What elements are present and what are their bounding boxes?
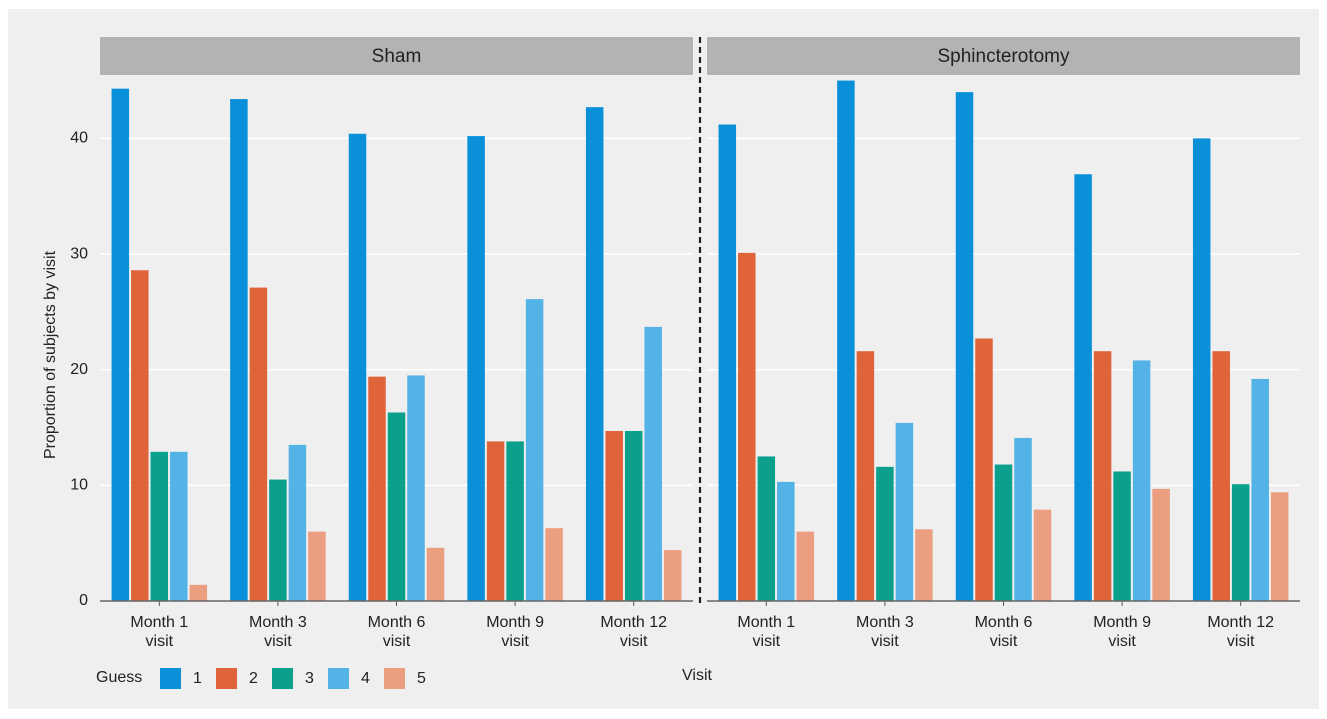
bar bbox=[895, 422, 914, 601]
y-tick-label: 10 bbox=[70, 477, 88, 494]
panel-strip bbox=[707, 37, 1300, 75]
panel-title: Sham bbox=[372, 46, 422, 67]
bar bbox=[955, 92, 974, 601]
legend-label: 4 bbox=[361, 670, 370, 687]
y-axis-title: Proportion of subjects by visit bbox=[42, 250, 59, 459]
y-tick-label: 20 bbox=[70, 361, 88, 378]
x-tick-label: Month 1 visit bbox=[130, 614, 188, 650]
bar bbox=[1113, 471, 1131, 601]
x-tick-label: Month 12 visit bbox=[600, 614, 667, 650]
bar bbox=[975, 338, 993, 601]
bar bbox=[856, 351, 875, 601]
panel-strip bbox=[100, 37, 693, 75]
bars bbox=[111, 80, 1289, 602]
bar bbox=[585, 107, 604, 601]
bar bbox=[525, 299, 544, 601]
bar bbox=[111, 88, 130, 601]
legend-swatch bbox=[160, 668, 181, 689]
x-axis-title: Visit bbox=[682, 667, 712, 684]
y-tick-label: 30 bbox=[70, 245, 88, 262]
bar bbox=[777, 481, 795, 601]
bar bbox=[605, 430, 623, 601]
bar bbox=[876, 466, 894, 601]
tick-labels: Month 1 visit Month 3 visit Month 6 visit Mont… bbox=[70, 130, 1274, 650]
panel-title: Sphincterotomy bbox=[937, 46, 1070, 67]
x-tick-label: Month 3 visit bbox=[249, 614, 307, 650]
bar bbox=[230, 99, 248, 601]
y-tick-label: 0 bbox=[79, 592, 88, 609]
bar bbox=[368, 376, 386, 601]
x-tick-label: Month 3 visit bbox=[856, 614, 914, 650]
legend-title: Guess bbox=[96, 669, 142, 686]
bar bbox=[426, 547, 445, 601]
bar bbox=[796, 531, 815, 601]
bar bbox=[1074, 174, 1092, 602]
x-tick-label: Month 1 visit bbox=[737, 614, 795, 650]
bar bbox=[170, 451, 188, 601]
legend: Guess 1 2 3 4 5 bbox=[96, 668, 426, 689]
legend-entries: 1 2 3 4 5 bbox=[160, 668, 426, 689]
bar bbox=[757, 456, 776, 601]
bar bbox=[467, 136, 485, 602]
bar bbox=[1033, 509, 1052, 601]
legend-swatch bbox=[216, 668, 237, 689]
bar bbox=[1192, 138, 1211, 602]
x-tick-label: Month 6 visit bbox=[975, 614, 1033, 650]
bar bbox=[506, 441, 524, 601]
y-tick-label: 40 bbox=[70, 130, 88, 147]
legend-swatch bbox=[384, 668, 405, 689]
bar bbox=[249, 287, 268, 601]
legend-swatch bbox=[272, 668, 293, 689]
bar bbox=[1231, 484, 1250, 601]
bar bbox=[189, 584, 208, 601]
bar bbox=[131, 270, 149, 601]
bar bbox=[486, 441, 505, 601]
x-tick-label: Month 9 visit bbox=[1093, 614, 1151, 650]
bar bbox=[545, 528, 563, 601]
x-tick-label: Month 6 visit bbox=[368, 614, 426, 650]
axes bbox=[100, 37, 1300, 606]
bar bbox=[150, 451, 169, 601]
bar bbox=[387, 412, 406, 601]
legend-label: 3 bbox=[305, 670, 314, 687]
bar bbox=[624, 430, 643, 601]
bar bbox=[1093, 351, 1112, 601]
bar bbox=[718, 124, 737, 601]
bar bbox=[1132, 360, 1151, 601]
bar bbox=[1270, 492, 1289, 601]
x-tick-label: Month 9 visit bbox=[486, 614, 544, 650]
bar bbox=[288, 444, 307, 601]
bar bbox=[1251, 378, 1269, 601]
bar bbox=[308, 531, 326, 601]
legend-label: 2 bbox=[249, 670, 258, 687]
bar bbox=[837, 80, 855, 602]
legend-swatch bbox=[328, 668, 349, 689]
bar bbox=[348, 133, 367, 602]
bar bbox=[738, 252, 756, 601]
bar bbox=[644, 326, 662, 601]
bar bbox=[1014, 437, 1032, 601]
legend-label: 1 bbox=[193, 670, 202, 687]
bar bbox=[1212, 351, 1230, 601]
bar bbox=[915, 529, 933, 601]
bar bbox=[994, 464, 1013, 601]
legend-label: 5 bbox=[417, 670, 426, 687]
bar bbox=[663, 550, 682, 601]
panel-strips: Sham Sphincterotomy bbox=[100, 37, 1300, 75]
bar bbox=[407, 375, 425, 601]
bar bbox=[1152, 488, 1170, 601]
x-tick-label: Month 12 visit bbox=[1207, 614, 1274, 650]
bar bbox=[269, 479, 287, 601]
